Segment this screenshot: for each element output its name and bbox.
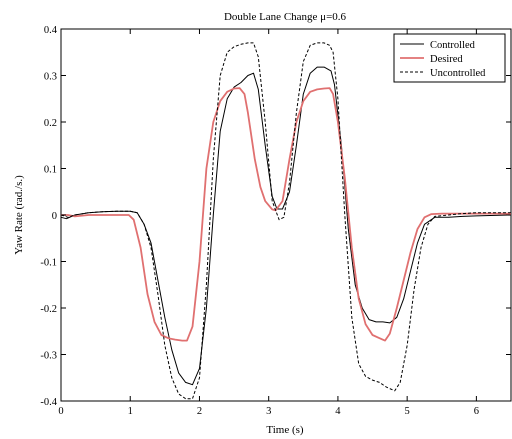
y-tick-label: -0.3 [40, 351, 57, 362]
y-tick-label: -0.4 [40, 397, 57, 408]
series-line-uncontrolled [60, 42, 511, 400]
y-tick-label: 0.4 [44, 25, 58, 36]
legend-label-controlled: Controlled [430, 40, 476, 51]
y-tick-label: 0.1 [44, 165, 57, 176]
x-tick-label: 4 [335, 406, 341, 417]
x-tick-label: 6 [474, 406, 479, 417]
x-tick-label: 5 [405, 406, 410, 417]
y-tick-label: 0.2 [44, 118, 57, 129]
legend: Controlled Desired Uncontrolled [393, 33, 506, 83]
y-tick-label: 0.3 [44, 72, 57, 83]
y-axis-label: Yaw Rate (rad./s.) [13, 175, 25, 255]
x-tick-label: 0 [58, 406, 63, 417]
x-axis-label: Time (s) [266, 424, 304, 436]
chart-title: Double Lane Change μ=0.6 [224, 11, 347, 23]
x-tick-label: 1 [128, 406, 133, 417]
axes-layer: 0 1 2 3 4 5 6 -0.4 -0.3 -0.2 -0.1 0 0.1 0.2 0.3 0.4 [40, 25, 511, 417]
y-tick-label: -0.1 [40, 258, 57, 269]
y-tick-label: -0.2 [40, 304, 57, 315]
y-tick-label: 0 [52, 211, 57, 222]
x-tick-label: 3 [266, 406, 271, 417]
x-tick-label: 2 [197, 406, 202, 417]
series-layer [60, 42, 512, 400]
legend-label-uncontrolled: Uncontrolled [430, 68, 486, 79]
series-line-desired [61, 87, 511, 342]
legend-label-desired: Desired [430, 54, 463, 65]
